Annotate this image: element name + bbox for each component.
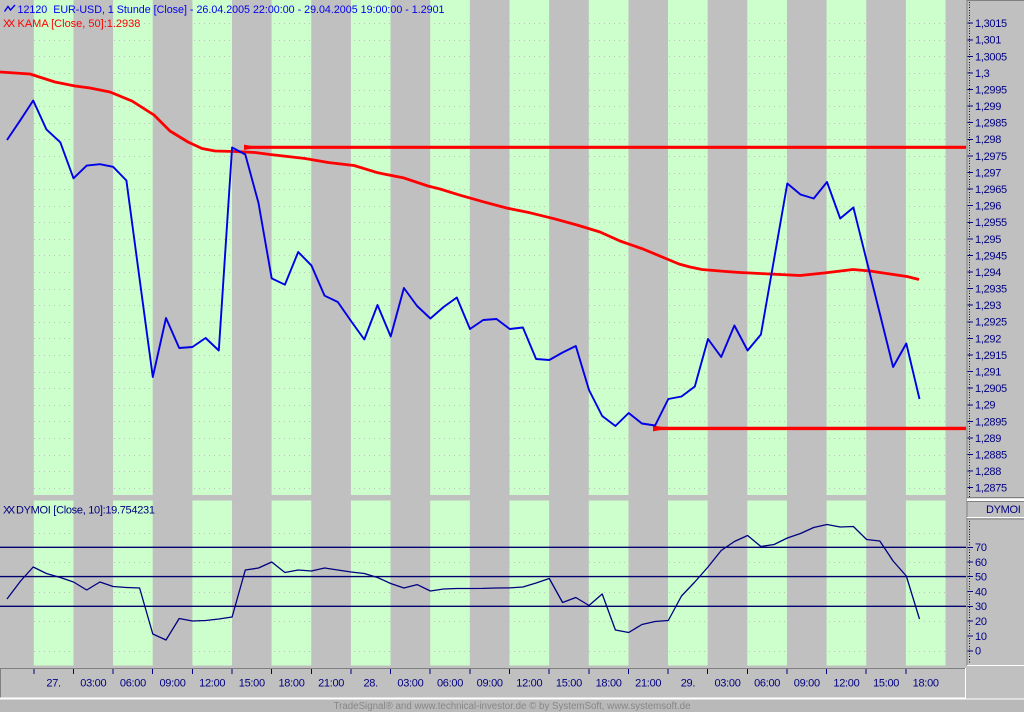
svg-text:1,2995: 1,2995 xyxy=(975,85,1007,97)
svg-text:KAMA [Close, 50]:1.2938: KAMA [Close, 50]:1.2938 xyxy=(18,18,141,30)
svg-text:03:00: 03:00 xyxy=(397,678,423,690)
svg-text:15:00: 15:00 xyxy=(556,678,582,690)
svg-text:1,291: 1,291 xyxy=(975,367,1001,379)
svg-text:1,294: 1,294 xyxy=(975,267,1001,279)
svg-text:29.: 29. xyxy=(681,678,696,690)
svg-text:XX: XX xyxy=(3,18,16,30)
svg-text:1,2985: 1,2985 xyxy=(975,118,1007,130)
svg-text:15:00: 15:00 xyxy=(239,678,265,690)
svg-text:1,297: 1,297 xyxy=(975,167,1001,179)
svg-text:XX: XX xyxy=(3,505,16,517)
svg-text:18:00: 18:00 xyxy=(278,678,304,690)
svg-text:1,29: 1,29 xyxy=(975,400,995,412)
svg-text:50: 50 xyxy=(975,572,987,584)
svg-text:27.: 27. xyxy=(46,678,61,690)
svg-text:1,2885: 1,2885 xyxy=(975,449,1007,461)
svg-text:18:00: 18:00 xyxy=(913,678,939,690)
svg-text:1,292: 1,292 xyxy=(975,333,1001,345)
svg-text:18:00: 18:00 xyxy=(596,678,622,690)
svg-text:1,2945: 1,2945 xyxy=(975,250,1007,262)
svg-text:1,2955: 1,2955 xyxy=(975,217,1007,229)
svg-text:1,3005: 1,3005 xyxy=(975,51,1007,63)
svg-text:12:00: 12:00 xyxy=(199,678,225,690)
svg-text:TradeSignal® and www.technical: TradeSignal® and www.technical-investor.… xyxy=(334,701,691,712)
svg-text:1,2875: 1,2875 xyxy=(975,483,1007,495)
svg-text:1,301: 1,301 xyxy=(975,35,1001,47)
svg-text:1,288: 1,288 xyxy=(975,466,1001,478)
svg-text:06:00: 06:00 xyxy=(437,678,463,690)
svg-text:1,298: 1,298 xyxy=(975,134,1001,146)
svg-text:1,3: 1,3 xyxy=(975,68,990,80)
svg-text:09:00: 09:00 xyxy=(794,678,820,690)
svg-text:10: 10 xyxy=(975,631,987,643)
svg-text:DYMOI: DYMOI xyxy=(986,504,1021,516)
svg-text:09:00: 09:00 xyxy=(159,678,185,690)
svg-text:1,2905: 1,2905 xyxy=(975,383,1007,395)
svg-text:06:00: 06:00 xyxy=(120,678,146,690)
svg-text:0: 0 xyxy=(975,646,981,658)
svg-text:1,2965: 1,2965 xyxy=(975,184,1007,196)
svg-text:1,2925: 1,2925 xyxy=(975,317,1007,329)
svg-text:20: 20 xyxy=(975,616,987,628)
svg-text:03:00: 03:00 xyxy=(714,678,740,690)
svg-text:1,289: 1,289 xyxy=(975,433,1001,445)
svg-text:12:00: 12:00 xyxy=(516,678,542,690)
svg-text:21:00: 21:00 xyxy=(318,678,344,690)
svg-text:15:00: 15:00 xyxy=(873,678,899,690)
svg-text:21:00: 21:00 xyxy=(635,678,661,690)
svg-text:03:00: 03:00 xyxy=(80,678,106,690)
svg-text:12:00: 12:00 xyxy=(833,678,859,690)
svg-text:1,295: 1,295 xyxy=(975,234,1001,246)
svg-text:06:00: 06:00 xyxy=(754,678,780,690)
svg-text:1,2895: 1,2895 xyxy=(975,416,1007,428)
svg-text:1,2915: 1,2915 xyxy=(975,350,1007,362)
svg-text:70: 70 xyxy=(975,542,987,554)
svg-text:DYMOI [Close, 10]:19.754231: DYMOI [Close, 10]:19.754231 xyxy=(16,505,155,517)
svg-text:1,2935: 1,2935 xyxy=(975,284,1007,296)
svg-text:28.: 28. xyxy=(363,678,378,690)
svg-text:1,296: 1,296 xyxy=(975,201,1001,213)
svg-text:09:00: 09:00 xyxy=(477,678,503,690)
svg-text:1,299: 1,299 xyxy=(975,101,1001,113)
svg-text:1,293: 1,293 xyxy=(975,300,1001,312)
svg-text:60: 60 xyxy=(975,557,987,569)
svg-text:1,3015: 1,3015 xyxy=(975,18,1007,30)
svg-text:30: 30 xyxy=(975,601,987,613)
svg-text:1,2975: 1,2975 xyxy=(975,151,1007,163)
svg-text:40: 40 xyxy=(975,587,987,599)
svg-text:12120 EUR-USD, 1 Stunde [Clos: 12120 EUR-USD, 1 Stunde [Close] - 26.04.… xyxy=(18,4,445,16)
